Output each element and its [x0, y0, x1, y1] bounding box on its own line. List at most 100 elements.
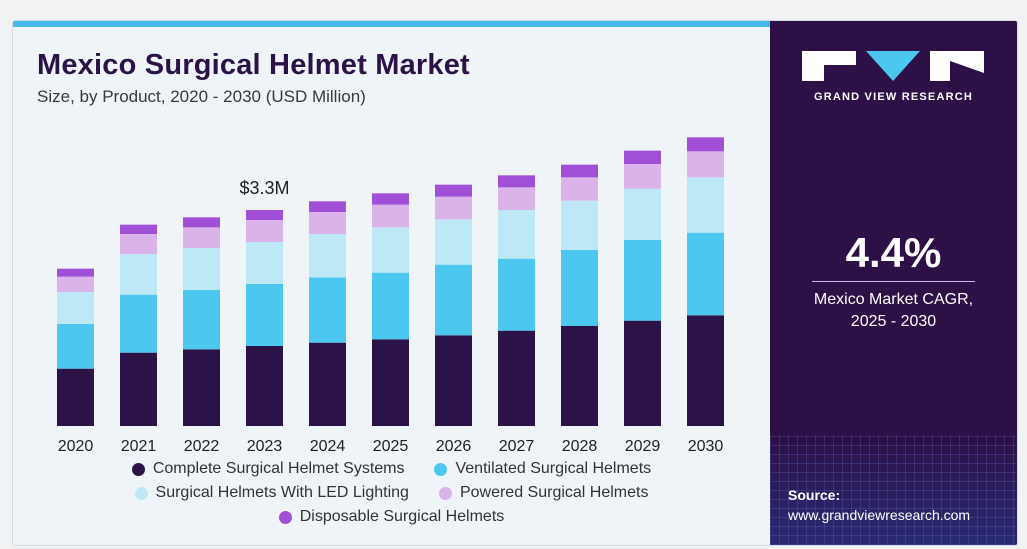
bar-segment-2025-s2: [372, 227, 409, 273]
x-tick-label: 2029: [625, 438, 661, 455]
bar-segment-2027-s0: [498, 330, 535, 426]
x-tick-label: 2026: [436, 438, 472, 455]
legend-dot-icon: [278, 510, 292, 524]
bar-segment-2022-s0: [183, 349, 220, 426]
cagr-value: 4.4%: [845, 229, 942, 276]
bar-segment-2023-s0: [246, 346, 283, 426]
bar-segment-2021-s0: [120, 352, 157, 426]
grand-view-research-logo-icon: [802, 51, 984, 81]
bar-segment-2029-s1: [624, 240, 661, 321]
bar-segment-2028-s4: [561, 164, 598, 178]
bar-segment-2025-s3: [372, 204, 409, 228]
cagr-divider: [812, 281, 975, 282]
cagr-label: Mexico Market CAGR, 2025 - 2030: [770, 289, 1017, 333]
x-tick-label: 2021: [121, 438, 157, 455]
bar-segment-2023-s3: [246, 220, 283, 242]
bar-segment-2026-s0: [435, 335, 472, 426]
bar-segment-2020-s0: [57, 368, 94, 426]
legend-item-led: Surgical Helmets With LED Lighting: [134, 484, 409, 502]
decorative-grid: [770, 435, 1017, 545]
bar-segment-2027-s4: [498, 175, 535, 188]
bar-segment-2026-s3: [435, 196, 472, 220]
legend-label: Powered Surgical Helmets: [459, 484, 649, 501]
bar-segment-2024-s0: [309, 342, 346, 426]
bar-segment-2025-s4: [372, 193, 409, 205]
legend-label: Ventilated Surgical Helmets: [455, 460, 652, 477]
bar-segment-2030-s2: [687, 177, 724, 233]
legend-label: Disposable Surgical Helmets: [299, 508, 505, 525]
bar-segment-2030-s1: [687, 232, 724, 316]
bar-segment-2029-s4: [624, 150, 661, 164]
bar-segment-2021-s2: [120, 254, 157, 295]
legend-item-complete: Complete Surgical Helmet Systems: [131, 460, 405, 478]
bar-segment-2027-s2: [498, 210, 535, 259]
legend-row: Disposable Surgical Helmets: [13, 505, 770, 529]
legend-dot-icon: [438, 486, 452, 500]
bar-segment-2029-s2: [624, 188, 661, 240]
bar-segment-2025-s1: [372, 272, 409, 340]
bar-segment-2030-s4: [687, 137, 724, 152]
legend-row: Complete Surgical Helmet Systems Ventila…: [13, 457, 770, 481]
legend-row: Surgical Helmets With LED Lighting Power…: [13, 481, 770, 505]
bar-segment-2024-s3: [309, 212, 346, 234]
bar-segment-2026-s2: [435, 219, 472, 265]
legend-label: Complete Surgical Helmet Systems: [152, 460, 405, 477]
bar-segment-2026-s4: [435, 184, 472, 197]
bar-segment-2028-s1: [561, 250, 598, 326]
bar-segment-2023-s1: [246, 284, 283, 346]
bar-segment-2029-s0: [624, 320, 661, 426]
legend-item-disposable: Disposable Surgical Helmets: [278, 508, 505, 526]
bar-segment-2030-s3: [687, 151, 724, 178]
bar-segment-2024-s4: [309, 201, 346, 212]
x-tick-label: 2025: [373, 438, 409, 455]
data-label-annotation: $3.3M: [239, 178, 289, 198]
bar-segment-2022-s4: [183, 217, 220, 228]
chart-legend: Complete Surgical Helmet Systems Ventila…: [13, 457, 770, 529]
bar-segment-2022-s3: [183, 227, 220, 248]
cagr-label-line1: Mexico Market CAGR,: [813, 291, 974, 308]
source-label: Source:: [788, 487, 841, 503]
bar-segment-2022-s1: [183, 290, 220, 350]
legend-item-ventilated: Ventilated Surgical Helmets: [434, 460, 651, 478]
bar-segment-2021-s4: [120, 224, 157, 234]
stacked-bar-chart: 2020 2021 2022 2023 $3.3M 2024 2025 2026 2027 202…: [57, 137, 724, 455]
bar-segment-2028-s3: [561, 177, 598, 201]
legend-dot-icon: [131, 462, 145, 476]
bar-segment-2029-s3: [624, 164, 661, 189]
bar-segment-2021-s1: [120, 294, 157, 353]
x-tick-label: 2027: [499, 438, 535, 455]
bar-segment-2028-s2: [561, 200, 598, 250]
legend-dot-icon: [134, 486, 148, 500]
chart-panel: Mexico Surgical Helmet Market Size, by P…: [13, 21, 770, 545]
cagr-label-line2: 2025 - 2030: [850, 313, 937, 330]
x-tick-label: 2022: [184, 438, 220, 455]
brand-name: GRAND VIEW RESEARCH: [813, 91, 974, 103]
legend-label: Surgical Helmets With LED Lighting: [155, 484, 409, 501]
bar-segment-2020-s4: [57, 268, 94, 277]
chart-subtitle: Size, by Product, 2020 - 2030 (USD Milli…: [37, 87, 366, 106]
bar-segment-2028-s0: [561, 326, 598, 426]
bar-segment-2026-s1: [435, 264, 472, 336]
bar-segment-2021-s3: [120, 234, 157, 254]
x-tick-label: 2023: [247, 438, 283, 455]
source-link[interactable]: www.grandviewresearch.com: [788, 507, 971, 523]
bar-segment-2020-s2: [57, 292, 94, 324]
summary-panel: GRAND VIEW RESEARCH 4.4% Mexico Market C…: [770, 21, 1017, 545]
bar-segment-2020-s3: [57, 276, 94, 292]
x-tick-label: 2024: [310, 438, 346, 455]
bar-segment-2023-s2: [246, 242, 283, 284]
legend-item-powered: Powered Surgical Helmets: [438, 484, 649, 502]
bar-segment-2020-s1: [57, 324, 94, 369]
bar-segment-2024-s2: [309, 234, 346, 278]
bar-segment-2025-s0: [372, 339, 409, 426]
bar-segment-2023-s4: [246, 210, 283, 220]
bar-segment-2030-s0: [687, 315, 724, 426]
x-tick-label: 2030: [688, 438, 724, 455]
accent-line: [13, 21, 770, 27]
bar-segment-2024-s1: [309, 277, 346, 343]
bar-segment-2027-s3: [498, 187, 535, 210]
legend-dot-icon: [434, 462, 448, 476]
chart-title: Mexico Surgical Helmet Market: [37, 49, 470, 81]
x-tick-label: 2020: [58, 438, 94, 455]
bar-segment-2022-s2: [183, 248, 220, 290]
